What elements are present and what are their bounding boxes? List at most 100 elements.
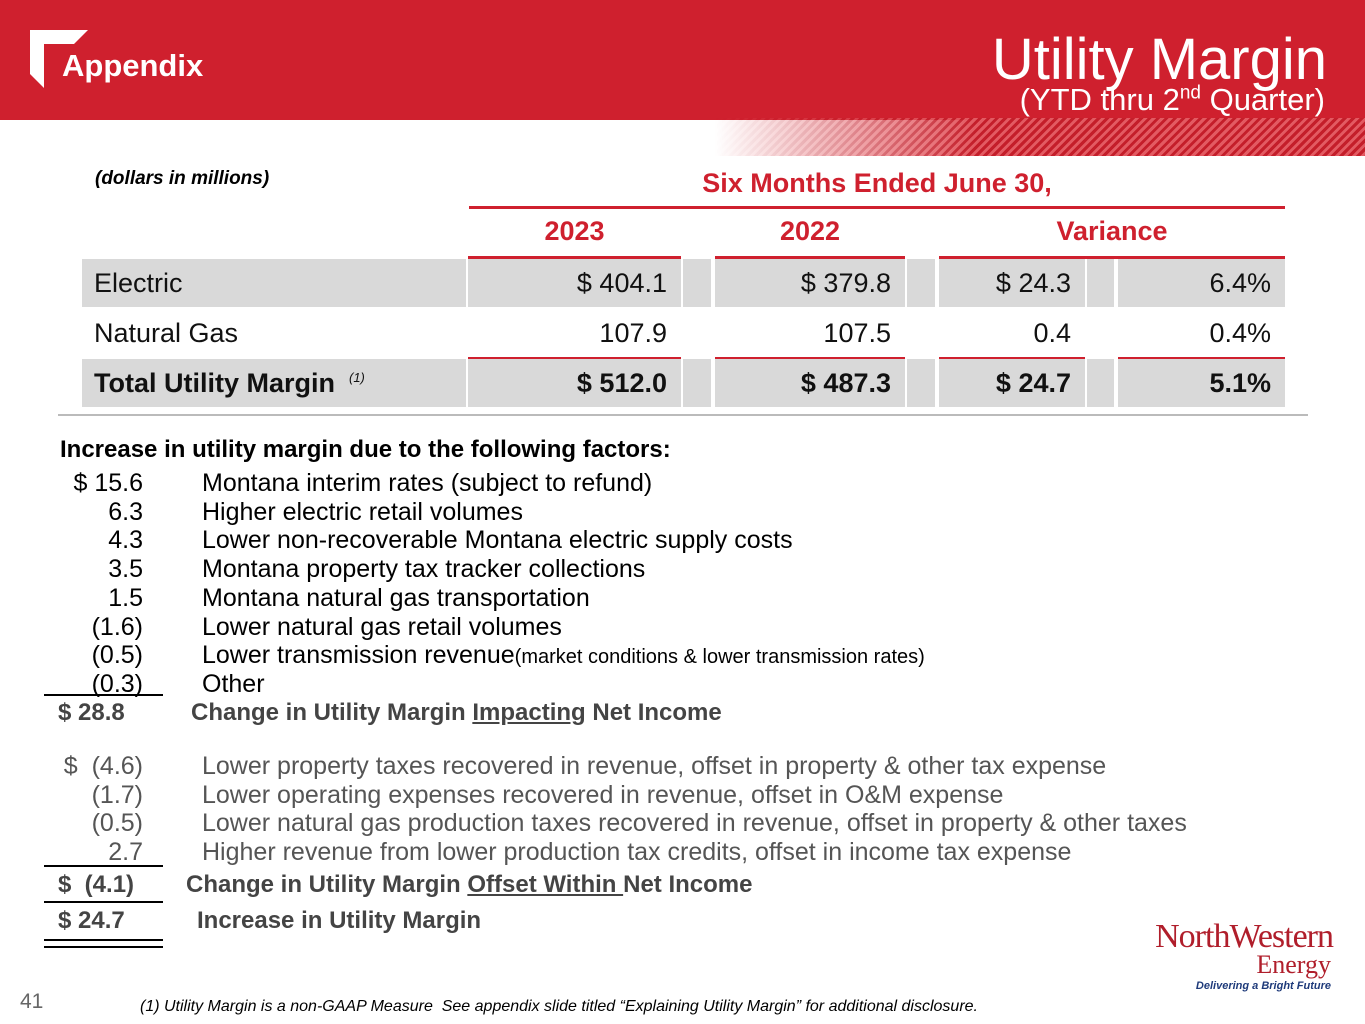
- factor-text: Lower transmission revenue: [202, 641, 515, 670]
- subtotal-text: Change in Utility Margin Impacting Net I…: [191, 699, 722, 727]
- factor-text: Other: [202, 670, 265, 698]
- row-label-text: Total Utility Margin: [94, 368, 335, 398]
- column-header: Variance: [1056, 216, 1168, 246]
- rule: [715, 357, 905, 359]
- offset-factor-text: Higher revenue from lower production tax…: [202, 838, 1072, 867]
- gap: [907, 359, 935, 407]
- factor-text: Montana property tax tracker collections: [202, 555, 646, 584]
- units-note: (dollars in millions): [95, 168, 270, 189]
- table-cell: 0.4: [1033, 318, 1071, 348]
- table-cell: $ 512.0: [468, 359, 681, 407]
- factor-text: Montana interim rates (subject to refund…: [202, 469, 653, 497]
- column-header: 2022: [779, 216, 841, 246]
- factor-amount: 4.3: [108, 526, 143, 555]
- page-number: 41: [20, 990, 44, 1013]
- section-label: Appendix: [62, 48, 204, 83]
- row-label-text: Electric: [94, 268, 183, 298]
- gap: [1087, 359, 1114, 407]
- rule: [1118, 357, 1285, 359]
- appendix-icon: [30, 30, 88, 88]
- factor-text: Other: [202, 669, 265, 698]
- table-cell: $ 24.7: [939, 359, 1085, 407]
- subtitle-text: (YTD thru 2: [1019, 82, 1180, 117]
- subtitle-sup: nd: [1179, 82, 1201, 104]
- total-amount: $ 24.7: [58, 907, 125, 934]
- offset-factor-amount: 2.7: [108, 838, 143, 867]
- subtotal-text: Net Income: [623, 871, 753, 898]
- factor-text: Montana natural gas transportation: [202, 583, 590, 612]
- rule: [44, 901, 163, 903]
- factor-amount: (1.6): [91, 612, 143, 641]
- offset-factor-text: Lower property taxes recovered in revenu…: [202, 752, 1107, 780]
- rule: [939, 256, 1285, 259]
- period-header: Six Months Ended June 30,: [702, 168, 1052, 198]
- factor-text: Lower non-recoverable Montana electric s…: [202, 526, 793, 555]
- factor-text: Montana natural gas transportation: [202, 584, 590, 612]
- subtitle: (YTD thru 2nd Quarter): [1020, 82, 1325, 118]
- subtotal-amount: $ (4.1): [58, 871, 135, 898]
- subtotal-text: Offset Within: [467, 871, 624, 898]
- subtotal-text: Change in Utility Margin: [191, 699, 473, 726]
- rule: [469, 206, 1285, 209]
- factor-amount: 3.5: [108, 555, 143, 584]
- table-cell: 5.1%: [1118, 359, 1285, 407]
- table-cell: $ 487.3: [715, 359, 905, 407]
- logo-sub: Energy: [1256, 950, 1331, 979]
- rule: [58, 414, 1308, 416]
- logo-name: NorthWestern: [1155, 918, 1334, 955]
- factor-text: Lower natural gas retail volumes: [202, 613, 562, 641]
- column-header: 2023: [544, 216, 605, 246]
- factor-note: (market conditions & lower transmission …: [514, 646, 925, 669]
- factor-text: Montana interim rates (subject to refund…: [202, 469, 652, 497]
- table-cell: 0.4%: [1209, 318, 1271, 348]
- factor-amount: 6.3: [108, 497, 143, 526]
- rule: [715, 256, 905, 259]
- rule: [939, 357, 1085, 359]
- rule: [44, 865, 163, 867]
- offset-factor-amount: (0.5): [91, 809, 143, 838]
- rule: [44, 946, 163, 948]
- row-label: Natural Gas: [82, 309, 466, 357]
- subtotal-amount: $ 28.8: [58, 699, 125, 726]
- table-cell: 6.4%: [1118, 259, 1285, 307]
- offset-factor-text: Higher revenue from lower production tax…: [202, 838, 1071, 866]
- logo-tagline: Delivering a Bright Future: [1195, 980, 1331, 992]
- row-label: Total Utility Margin (1): [82, 359, 466, 407]
- title: Utility Margin: [991, 27, 1327, 92]
- subtotal-text: Impacting: [472, 699, 586, 726]
- offset-factor-amount: $ (4.6): [63, 752, 143, 780]
- factor-amount: 1.5: [108, 583, 143, 612]
- table-cell: 107.5: [823, 318, 891, 348]
- factor-text: Lower natural gas retail volumes: [202, 612, 562, 641]
- factor-text: Lower non-recoverable Montana electric s…: [202, 526, 793, 554]
- gap: [907, 259, 935, 307]
- table-cell: $ 404.1: [468, 259, 681, 307]
- factor-amount: $ 15.6: [73, 469, 143, 497]
- factor-amount: (0.5): [91, 641, 143, 670]
- subtotal-text: Change in Utility Margin: [186, 871, 468, 898]
- factor-text: Higher electric retail volumes: [202, 497, 523, 526]
- header-pattern: [715, 118, 1365, 156]
- offset-factor-text: Lower natural gas production taxes recov…: [202, 809, 1187, 838]
- footnote: (1) Utility Margin is a non-GAAP Measure…: [140, 998, 978, 1015]
- table-cell: $ 24.3: [939, 259, 1085, 307]
- rule: [468, 357, 681, 359]
- gap: [683, 359, 711, 407]
- offset-factor-text: Lower operating expenses recovered in re…: [202, 781, 1003, 809]
- factor-text: Higher electric retail volumes: [202, 498, 523, 526]
- row-note: (1): [349, 370, 365, 385]
- offset-factor-text: Lower property taxes recovered in revenu…: [202, 752, 1106, 780]
- row-label: Electric: [82, 259, 466, 307]
- rule: [468, 256, 681, 259]
- rule: [44, 694, 163, 696]
- offset-factor-text: Lower operating expenses recovered in re…: [202, 780, 1004, 809]
- gap: [683, 259, 711, 307]
- factor-text: Lower transmission revenue(market condit…: [202, 641, 925, 671]
- subtotal-text: Net Income: [585, 699, 722, 726]
- factors-heading: Increase in utility margin due to the fo…: [60, 436, 671, 463]
- table-cell: $ 379.8: [715, 259, 905, 307]
- offset-factor-text: Lower natural gas production taxes recov…: [202, 809, 1187, 837]
- rule: [44, 939, 163, 941]
- factor-text: Montana property tax tracker collections: [202, 555, 645, 583]
